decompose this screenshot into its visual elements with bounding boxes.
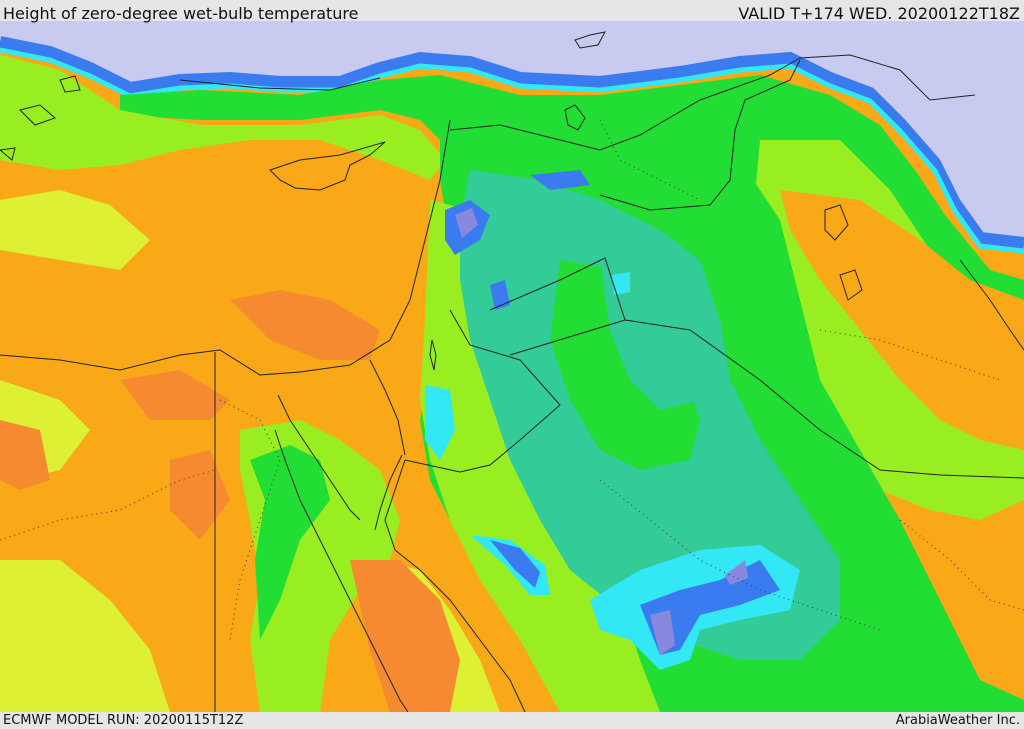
footer-bar: ECMWF MODEL RUN: 20200115T12Z ArabiaWeat… [0,712,1024,729]
dark-orange-4 [350,560,460,712]
red-sea-west-coast [274,429,409,712]
orange-east [780,190,1024,450]
yellow-west [0,190,150,270]
border-egypt-israel [369,359,406,456]
border-iraq-saudi [624,319,1024,479]
lime-north [0,55,445,180]
persian-gulf-coast [959,259,1024,351]
teal-inner [600,260,700,410]
border-iraq-iran [599,59,801,211]
lake-outline [564,104,863,301]
blue-spot-west [490,540,540,588]
sea-of-marmara [574,31,606,49]
border-iran-north [799,54,976,101]
map-title: Height of zero-degree wet-bulb temperatu… [3,4,359,23]
border-syria-iraq [489,257,626,356]
red-sea-east-coast [384,459,526,712]
blue-rim [0,36,1024,249]
weather-map [0,21,1024,712]
dark-orange-2 [120,370,230,420]
model-run-label: ECMWF MODEL RUN: 20200115T12Z [3,713,244,728]
coastline [0,119,451,376]
gulf-aqaba [374,454,403,531]
map-canvas [0,21,1024,712]
cyan-spot-jordan [425,385,455,460]
blue-spot-syria [490,170,590,310]
dotted-boundary-4 [819,329,1001,381]
cyprus-outline [269,141,386,191]
dark-orange-3 [0,420,50,490]
valid-time-label: VALID T+174 WED. 20200122T18Z [738,4,1020,23]
lavender-spot-lebanon [455,208,478,238]
cyan-spot-iraq [612,272,630,295]
border-turkey [179,77,381,91]
cyan-rim [0,47,1024,254]
border-turkey-syria [449,57,801,151]
yellow-egypt-south [0,560,170,712]
island-outline [0,75,81,161]
lavender-spot-south [650,560,748,655]
dead-sea [429,339,437,371]
border-jordan-saudi [404,309,561,473]
header-bar: Height of zero-degree wet-bulb temperatu… [0,0,1024,23]
credit-label: ArabiaWeather Inc. [895,713,1020,728]
gulf-suez [277,394,361,521]
dark-orange-1 [230,290,380,360]
blue-spot-south [640,560,780,655]
green-red-sea [250,445,330,640]
